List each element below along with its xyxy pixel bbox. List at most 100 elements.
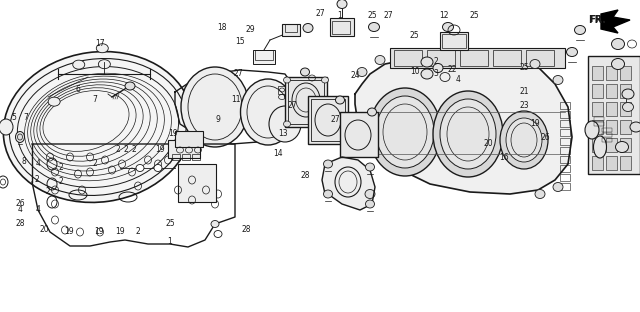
Bar — [308, 96, 348, 144]
Ellipse shape — [622, 89, 634, 99]
Ellipse shape — [442, 22, 454, 32]
Ellipse shape — [506, 118, 542, 162]
Text: 2: 2 — [35, 175, 40, 184]
Text: 7: 7 — [24, 113, 28, 121]
Text: 21: 21 — [519, 87, 529, 96]
Text: FR.: FR. — [589, 16, 605, 25]
Text: 2: 2 — [59, 163, 63, 172]
Ellipse shape — [211, 221, 219, 227]
Text: 5: 5 — [12, 113, 17, 121]
Ellipse shape — [593, 136, 607, 158]
Text: 19: 19 — [168, 129, 178, 139]
Bar — [440, 32, 468, 50]
Bar — [394, 50, 422, 66]
Ellipse shape — [73, 60, 84, 69]
Text: 22: 22 — [447, 66, 457, 75]
Ellipse shape — [375, 56, 385, 65]
Bar — [592, 138, 603, 152]
Ellipse shape — [3, 51, 193, 202]
Text: 11: 11 — [231, 95, 241, 105]
Ellipse shape — [553, 76, 563, 85]
Bar — [178, 164, 216, 202]
Ellipse shape — [575, 26, 586, 35]
Ellipse shape — [284, 121, 291, 127]
Bar — [560, 129, 570, 136]
Bar — [602, 138, 612, 142]
Ellipse shape — [440, 99, 496, 169]
Bar — [602, 128, 612, 132]
Ellipse shape — [136, 164, 144, 172]
Text: 17: 17 — [95, 40, 105, 48]
Ellipse shape — [630, 122, 640, 132]
Bar — [602, 133, 612, 137]
Ellipse shape — [301, 68, 310, 76]
Bar — [560, 174, 570, 181]
Bar — [285, 77, 327, 127]
Text: 15: 15 — [235, 37, 245, 46]
Text: 1: 1 — [168, 237, 172, 246]
Text: 27: 27 — [330, 115, 340, 124]
Text: 29: 29 — [245, 26, 255, 35]
Ellipse shape — [369, 22, 380, 32]
Bar — [172, 154, 180, 160]
Ellipse shape — [433, 64, 443, 72]
Text: 9: 9 — [216, 115, 220, 124]
Ellipse shape — [421, 69, 433, 79]
Bar — [606, 84, 617, 98]
Ellipse shape — [181, 67, 249, 147]
Ellipse shape — [323, 190, 333, 198]
Bar — [620, 84, 631, 98]
Bar — [288, 80, 324, 124]
Text: 28: 28 — [300, 172, 310, 181]
Bar — [620, 66, 631, 80]
Text: 18: 18 — [217, 22, 227, 32]
Ellipse shape — [154, 164, 162, 172]
Bar — [620, 156, 631, 170]
Bar — [592, 156, 603, 170]
Ellipse shape — [365, 200, 374, 208]
Text: 25: 25 — [469, 12, 479, 21]
Bar — [560, 138, 570, 145]
Bar — [192, 154, 200, 160]
Ellipse shape — [241, 79, 296, 145]
Text: 2: 2 — [93, 159, 97, 168]
Bar — [427, 50, 455, 66]
Text: 25: 25 — [409, 32, 419, 41]
Ellipse shape — [125, 82, 135, 90]
Bar — [493, 50, 521, 66]
Bar — [278, 86, 294, 94]
Text: 4: 4 — [456, 76, 460, 85]
Text: 20: 20 — [39, 226, 49, 235]
Bar — [606, 138, 617, 152]
Ellipse shape — [335, 96, 344, 104]
Bar — [620, 120, 631, 134]
Text: 28: 28 — [15, 220, 25, 228]
Text: 1: 1 — [338, 12, 342, 21]
Bar — [175, 131, 203, 147]
Text: 2: 2 — [132, 145, 136, 154]
Bar — [620, 138, 631, 152]
Text: 2: 2 — [136, 227, 140, 236]
Bar — [592, 102, 603, 116]
Text: 4: 4 — [17, 206, 22, 215]
Bar — [560, 156, 570, 163]
Bar — [560, 165, 570, 172]
Text: 19: 19 — [115, 227, 125, 236]
Bar — [606, 102, 617, 116]
Ellipse shape — [376, 96, 434, 168]
Bar — [560, 183, 570, 190]
Text: 19: 19 — [94, 227, 104, 236]
Text: 3: 3 — [433, 70, 438, 79]
Ellipse shape — [433, 91, 503, 177]
Text: 8: 8 — [22, 158, 26, 167]
Bar — [311, 99, 345, 141]
Bar — [592, 120, 603, 134]
Ellipse shape — [321, 121, 328, 127]
Ellipse shape — [611, 59, 625, 70]
Bar — [560, 120, 570, 127]
Text: 27: 27 — [383, 12, 393, 21]
Text: 13: 13 — [278, 129, 288, 139]
Ellipse shape — [369, 88, 441, 176]
Polygon shape — [355, 54, 572, 194]
Ellipse shape — [367, 108, 376, 116]
